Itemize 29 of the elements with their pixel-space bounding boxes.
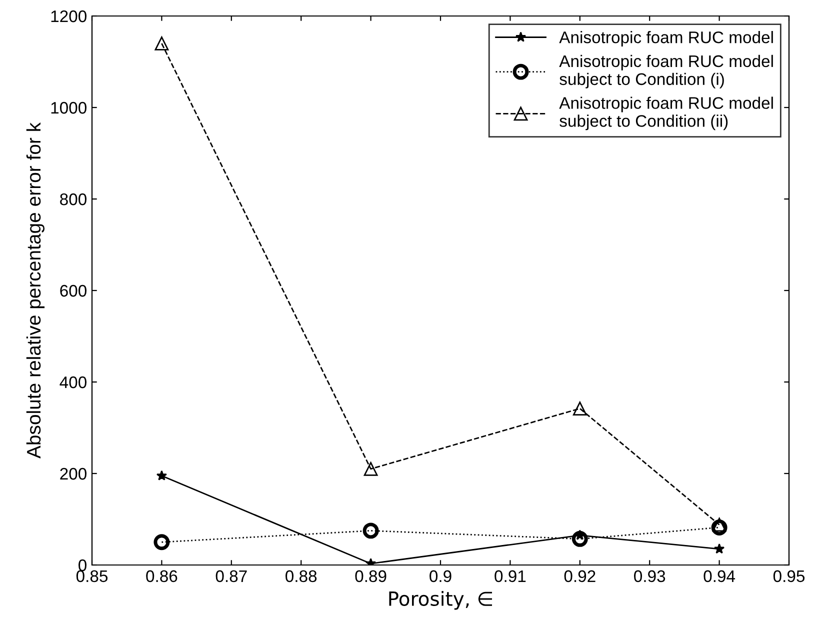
point bbox=[711, 520, 728, 536]
x-tick-label: 0.91 bbox=[494, 570, 526, 582]
x-tick-label: 0.9 bbox=[430, 570, 452, 582]
x-tick-label: 0.92 bbox=[564, 570, 596, 582]
x-tick-label: 0.87 bbox=[216, 570, 247, 582]
y-axis-title: Absolute relative percentage error for k bbox=[26, 122, 45, 459]
x-tick-label: 0.89 bbox=[355, 570, 386, 582]
y-tick-label: 200 bbox=[60, 468, 86, 480]
x-tick-label: 0.88 bbox=[286, 570, 317, 582]
point bbox=[156, 470, 168, 480]
y-tick-label: 1000 bbox=[51, 102, 86, 114]
legend-label: Anisotropic foam RUC model subject to Condition (i) bbox=[559, 54, 773, 88]
x-tick-label: 0.93 bbox=[634, 570, 666, 582]
point bbox=[572, 530, 588, 547]
x-tick-label: 0.85 bbox=[76, 570, 108, 582]
legend-label: Anisotropic foam RUC model subject to Condition (ii) bbox=[559, 96, 773, 130]
y-tick-label: 800 bbox=[60, 193, 86, 206]
point bbox=[714, 543, 725, 554]
x-tick-label: 0.95 bbox=[773, 570, 805, 582]
point bbox=[362, 522, 379, 539]
x-tick-label: 0.94 bbox=[704, 570, 736, 582]
y-tick-label: 1200 bbox=[51, 10, 86, 22]
x-tick-label: 0.86 bbox=[146, 570, 178, 582]
y-tick-label: 0 bbox=[78, 559, 86, 572]
x-axis-title: Porosity, ∈ bbox=[389, 590, 492, 610]
y-tick-label: 400 bbox=[60, 376, 86, 388]
point bbox=[154, 534, 170, 550]
legend-label: Anisotropic foam RUC model bbox=[559, 31, 773, 47]
y-tick-label: 600 bbox=[60, 284, 86, 297]
